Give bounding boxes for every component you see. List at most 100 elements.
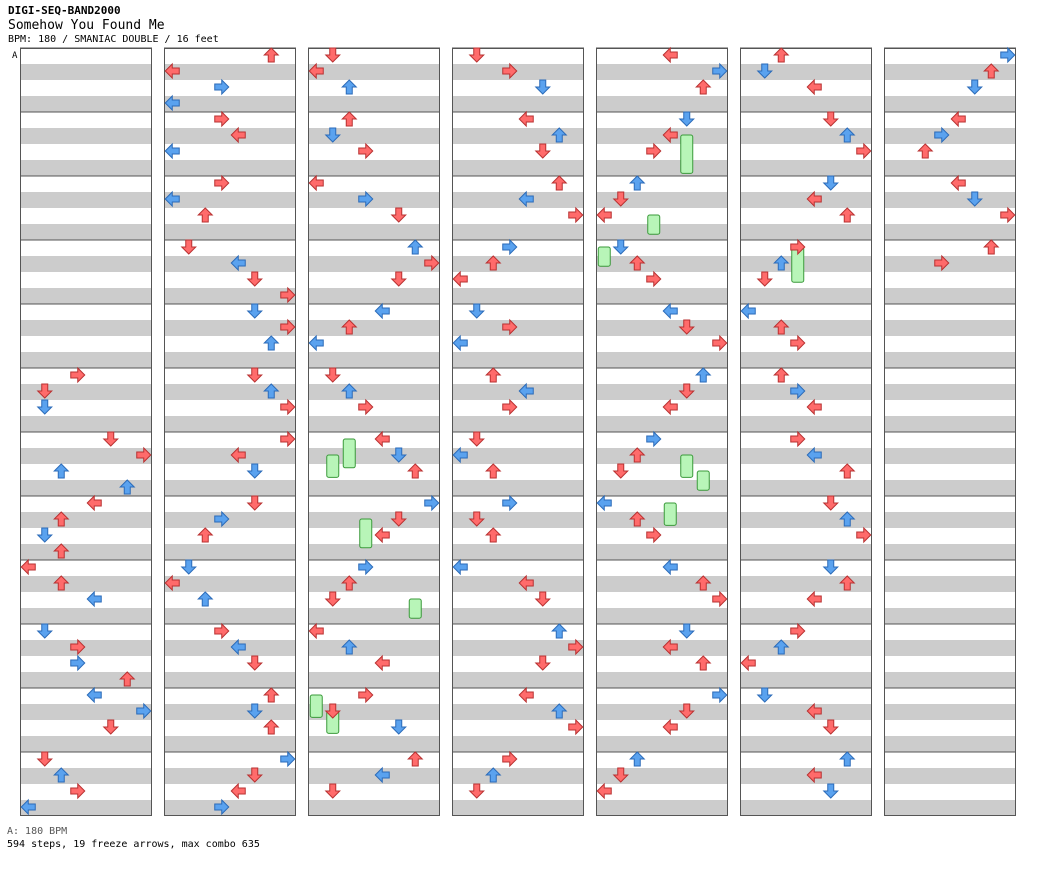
beat-stripe (740, 384, 872, 400)
song-info: BPM: 180 / SMANIAC DOUBLE / 16 feet (8, 34, 219, 45)
beat-stripe (164, 704, 296, 720)
beat-stripe (452, 768, 584, 784)
beat-stripe (884, 416, 1016, 432)
freeze-arrow (342, 438, 356, 469)
beat-stripe (164, 224, 296, 240)
beat-stripe (884, 288, 1016, 304)
freeze-arrow (696, 470, 710, 491)
beat-stripe (596, 640, 728, 656)
beat-stripe (20, 480, 152, 496)
freeze-arrow (359, 518, 373, 549)
beat-stripe (164, 736, 296, 752)
beat-stripe (596, 160, 728, 176)
beat-stripe (308, 736, 440, 752)
beat-stripe (740, 160, 872, 176)
beat-stripe (596, 544, 728, 560)
beat-stripe (20, 800, 152, 816)
beat-stripe (308, 416, 440, 432)
beat-stripe (452, 128, 584, 144)
beat-stripe (164, 352, 296, 368)
beat-stripe (308, 96, 440, 112)
beat-stripe (884, 224, 1016, 240)
beat-stripe (164, 384, 296, 400)
beat-stripe (740, 704, 872, 720)
beat-stripe (740, 512, 872, 528)
beat-stripe (740, 128, 872, 144)
beat-stripe (740, 640, 872, 656)
beat-stripe (596, 384, 728, 400)
beat-stripe (884, 704, 1016, 720)
beat-stripe (884, 544, 1016, 560)
beat-stripe (452, 64, 584, 80)
beat-stripe (20, 64, 152, 80)
beat-stripe (308, 640, 440, 656)
beat-stripe (20, 224, 152, 240)
freeze-arrow (326, 454, 340, 478)
beat-stripe (884, 448, 1016, 464)
chart-column (740, 47, 872, 816)
bpm-legend: A: 180 BPM (7, 826, 68, 837)
beat-stripe (884, 128, 1016, 144)
beat-stripe (20, 416, 152, 432)
beat-stripe (740, 448, 872, 464)
beat-stripe (596, 512, 728, 528)
beat-stripe (596, 608, 728, 624)
freeze-arrows (309, 134, 805, 734)
beat-stripe (164, 480, 296, 496)
beat-stripe (596, 352, 728, 368)
beat-stripe (20, 384, 152, 400)
beat-stripe (308, 256, 440, 272)
beat-stripe (164, 640, 296, 656)
beat-stripe (308, 800, 440, 816)
beat-stripe (596, 192, 728, 208)
beat-stripe (452, 384, 584, 400)
beat-stripe (596, 96, 728, 112)
beat-stripe (164, 192, 296, 208)
beat-stripe (452, 800, 584, 816)
beat-stripe (452, 640, 584, 656)
chart-column (884, 47, 1016, 816)
beat-stripe (740, 480, 872, 496)
beat-stripe (884, 352, 1016, 368)
beat-stripe (452, 416, 584, 432)
beat-stripe (596, 768, 728, 784)
beat-stripe (884, 640, 1016, 656)
beat-stripe (884, 736, 1016, 752)
beat-stripe (452, 544, 584, 560)
beat-stripe (452, 160, 584, 176)
beat-stripe (596, 288, 728, 304)
chart-footer: A: 180 BPM 594 steps, 19 freeze arrows, … (7, 825, 260, 851)
beat-stripe (596, 480, 728, 496)
site-logo: DIGI-SEQ-BAND2000 (8, 4, 121, 17)
freeze-arrow (680, 454, 694, 478)
beat-stripe (164, 672, 296, 688)
beat-stripe (596, 256, 728, 272)
beat-stripe (20, 128, 152, 144)
beat-stripe (452, 672, 584, 688)
beat-stripe (164, 96, 296, 112)
beat-stripe (20, 160, 152, 176)
beat-stripe (452, 224, 584, 240)
chart-column (20, 47, 152, 816)
beat-stripe (740, 288, 872, 304)
beat-stripe (308, 320, 440, 336)
beat-stripe (884, 800, 1016, 816)
beat-stripe (308, 512, 440, 528)
beat-stripe (308, 288, 440, 304)
beat-stripe (452, 256, 584, 272)
beat-stripe (20, 544, 152, 560)
beat-stripe (452, 352, 584, 368)
beat-stripe (164, 448, 296, 464)
beat-stripe (308, 704, 440, 720)
column-border (452, 48, 584, 816)
beat-stripe (452, 736, 584, 752)
beat-stripe (740, 224, 872, 240)
beat-stripe (452, 320, 584, 336)
freeze-arrow (408, 598, 422, 619)
column-border (20, 48, 152, 816)
bpm-marker-label: A (12, 51, 18, 61)
beat-stripe (164, 320, 296, 336)
beat-stripe (20, 608, 152, 624)
beat-stripe (164, 544, 296, 560)
